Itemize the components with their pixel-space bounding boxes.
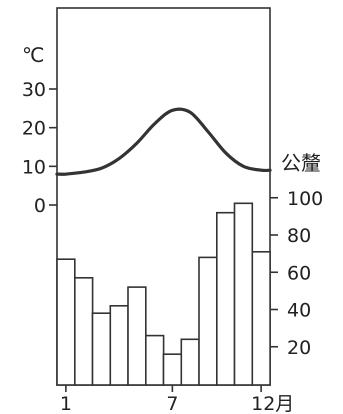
precipitation-bars: [56, 202, 271, 386]
precipitation-bar: [127, 286, 147, 386]
precipitation-bar: [56, 258, 76, 386]
month-tick-label: 7: [166, 393, 178, 414]
precipitation-tick-label: 20: [287, 337, 311, 359]
precipitation-bar: [74, 276, 94, 386]
month-axis: 1 7 12月: [60, 385, 294, 414]
month-tick-label: 1: [60, 393, 72, 414]
precipitation-bar: [251, 251, 271, 386]
temperature-unit-label: ℃: [22, 43, 44, 67]
precipitation-bar: [109, 304, 129, 386]
temperature-axis: 30 20 10 0: [22, 79, 57, 217]
precipitation-bar: [145, 334, 165, 386]
temperature-tick-label: 30: [22, 79, 46, 101]
precipitation-bar: [162, 353, 183, 386]
month-tick-label: 12月: [251, 393, 294, 414]
precipitation-tick-label: 60: [287, 262, 311, 284]
precipitation-bar: [198, 256, 218, 386]
precipitation-bar: [91, 312, 112, 386]
precipitation-tick-label: 40: [287, 300, 311, 322]
precipitation-axis: 100 80 60 40 20: [270, 188, 323, 359]
precipitation-bar: [233, 202, 254, 386]
precipitation-bar: [216, 211, 236, 386]
temperature-line: [55, 107, 272, 176]
temperature-tick-label: 20: [22, 118, 46, 140]
precipitation-bar: [180, 338, 200, 386]
precipitation-tick-label: 100: [287, 188, 323, 210]
temperature-tick-label: 0: [34, 195, 46, 217]
temperature-tick-label: 10: [22, 156, 46, 178]
precipitation-unit-label: 公釐: [281, 151, 321, 175]
precipitation-tick-label: 80: [287, 225, 311, 247]
